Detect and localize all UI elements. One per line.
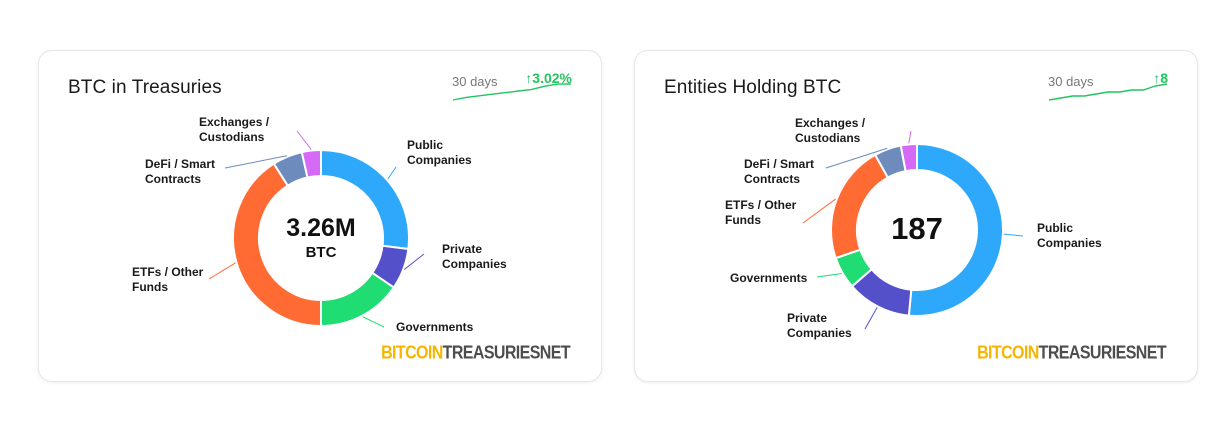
trend-change-value: 8: [1160, 70, 1168, 86]
slice-label-line: Companies: [787, 326, 852, 340]
slice-label-line: Companies: [1037, 236, 1102, 250]
slice-label-line: Private: [787, 311, 827, 325]
slice-label-defi-smart-contracts: DeFi / Smart Contracts: [145, 157, 215, 186]
trend-widget: 30 days ↑8: [1048, 68, 1168, 108]
entities-holding-btc-card: Entities Holding BTC 30 days ↑8 Public Co…: [634, 50, 1198, 382]
slice-label-private-companies: Private Companies: [442, 242, 507, 271]
leader-line-governments: [816, 273, 842, 278]
slice-label-etfs-other-funds: ETFs / Other Funds: [725, 198, 797, 227]
leader-line-private-companies: [864, 307, 878, 330]
slice-label-line: Contracts: [145, 172, 201, 186]
slice-label-line: DeFi / Smart: [744, 157, 814, 171]
slice-label-line: Private: [442, 242, 482, 256]
slice-label-line: Exchanges /: [199, 115, 270, 129]
trend-widget: 30 days ↑3.02%: [452, 68, 572, 108]
center-value: 187: [891, 211, 943, 246]
slice-label-line: Exchanges /: [795, 116, 866, 130]
leader-line-defi-smart-contracts: [224, 155, 288, 169]
slice-label-line: Contracts: [744, 172, 800, 186]
leader-line-exchanges-custodians: [908, 130, 912, 144]
slice-label-line: Governments: [396, 320, 474, 334]
leader-line-public-companies: [387, 166, 397, 180]
slice-label-line: DeFi / Smart: [145, 157, 215, 171]
slice-label-line: ETFs / Other: [725, 198, 797, 212]
trend-period: 30 days: [1048, 74, 1094, 89]
brand-watermark: BITCOINTREASURIESNET: [381, 343, 571, 365]
slice-label-line: Funds: [132, 280, 168, 294]
card-title: Entities Holding BTC: [664, 77, 842, 98]
slice-label-private-companies: Private Companies: [787, 311, 852, 340]
slice-label-line: Custodians: [795, 131, 861, 145]
leader-line-defi-smart-contracts: [825, 147, 888, 169]
slice-exchanges-custodians[interactable]: [899, 142, 918, 173]
slice-governments[interactable]: [320, 271, 396, 328]
slice-label-exchanges-custodians: Exchanges / Custodians: [199, 115, 270, 144]
card-title: BTC in Treasuries: [68, 77, 222, 98]
leader-line-public-companies: [1003, 233, 1024, 237]
trend-sparkline: [1048, 83, 1168, 101]
center-value: 3.26M: [286, 214, 356, 242]
watermark-part-2: TREASURIESNET: [1038, 343, 1167, 364]
slice-label-exchanges-custodians: Exchanges / Custodians: [795, 116, 866, 145]
leader-line-etfs-other-funds: [802, 198, 837, 224]
watermark-part-2: TREASURIESNET: [442, 343, 571, 364]
arrow-up-icon: ↑: [525, 70, 533, 86]
slice-exchanges-custodians[interactable]: [300, 148, 322, 179]
slice-label-line: Companies: [407, 153, 472, 167]
slice-label-line: Funds: [725, 213, 761, 227]
watermark-part-1: BITCOIN: [381, 343, 443, 364]
slice-public-companies[interactable]: [907, 142, 1004, 317]
leader-line-private-companies: [403, 253, 425, 270]
watermark-part-1: BITCOIN: [977, 343, 1039, 364]
slice-label-line: Public: [1037, 221, 1073, 235]
slice-label-governments: Governments: [730, 271, 808, 285]
slice-label-etfs-other-funds: ETFs / Other Funds: [132, 265, 204, 294]
btc-in-treasuries-card: BTC in Treasuries 30 days ↑3.02% Public C…: [38, 50, 602, 382]
sparkline-path: [452, 83, 572, 101]
trend-change-value: 3.02%: [532, 70, 572, 86]
brand-watermark: BITCOINTREASURIESNET: [977, 343, 1167, 365]
leader-line-exchanges-custodians: [296, 130, 312, 150]
slice-label-governments: Governments: [396, 320, 474, 334]
slice-label-line: Public: [407, 138, 443, 152]
arrow-up-icon: ↑: [1153, 70, 1161, 86]
slice-label-line: Custodians: [199, 130, 265, 144]
trend-change: ↑3.02%: [525, 70, 572, 86]
sparkline-path: [1048, 83, 1168, 101]
slice-label-line: Companies: [442, 257, 507, 271]
leader-line-governments: [362, 316, 385, 328]
slice-label-defi-smart-contracts: DeFi / Smart Contracts: [744, 157, 814, 186]
trend-change: ↑8: [1153, 70, 1168, 86]
leader-line-etfs-other-funds: [208, 262, 236, 280]
trend-period: 30 days: [452, 74, 498, 89]
center-unit: BTC: [305, 244, 337, 261]
slice-label-line: Governments: [730, 271, 808, 285]
slice-label-public-companies: Public Companies: [407, 138, 472, 167]
trend-sparkline: [452, 83, 572, 101]
slice-label-public-companies: Public Companies: [1037, 221, 1102, 250]
slice-label-line: ETFs / Other: [132, 265, 204, 279]
